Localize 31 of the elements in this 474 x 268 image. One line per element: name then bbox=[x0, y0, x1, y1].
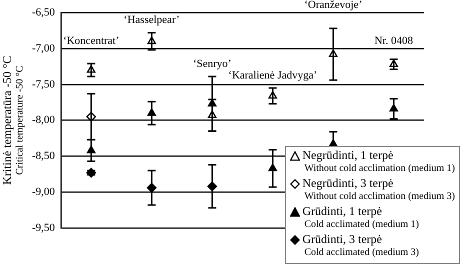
point bbox=[268, 91, 277, 99]
point bbox=[389, 59, 398, 68]
y-axis-title: Kritinė temperatūra -50 °C Critical temperature -50 °C bbox=[0, 56, 26, 185]
point bbox=[147, 108, 156, 116]
x-tick-label: ‘Karalienė Jadvyga’ bbox=[228, 69, 318, 82]
point bbox=[328, 49, 338, 57]
x-tick-label: Nr. 0408 bbox=[374, 34, 414, 47]
y-tick-label: -8,50 bbox=[32, 150, 56, 162]
point bbox=[268, 164, 277, 172]
x-tick-label: ‘Senryo’ bbox=[192, 58, 232, 70]
x-tick-label: ‘Koncentrat’ bbox=[63, 34, 120, 47]
point bbox=[146, 182, 157, 193]
legend-label: Negrūdinti, 3 terpė Without cold acclimation (medium 3) bbox=[302, 176, 455, 203]
y-tick-label: -9,50 bbox=[32, 222, 56, 234]
point bbox=[86, 146, 96, 154]
point bbox=[208, 110, 216, 118]
point bbox=[207, 182, 218, 192]
y-tick-label: -6,50 bbox=[32, 6, 56, 18]
point bbox=[86, 112, 96, 122]
legend-label: Grūdinti, 1 terpė Cold acclimated (medium 1) bbox=[302, 204, 420, 231]
legend-label: Negrūdinti, 1 terpė Without cold acclimation (medium 1) bbox=[302, 148, 455, 175]
point bbox=[86, 65, 96, 73]
x-tick-label: ‘Oranževoje’ bbox=[304, 0, 362, 11]
point bbox=[147, 36, 156, 44]
legend-label: Grūdinti, 3 terpė Cold acclimated (medium 3) bbox=[302, 232, 420, 259]
y-tick-label: -7,50 bbox=[32, 78, 56, 90]
x-tick-label: ‘Hasselpear’ bbox=[124, 14, 180, 26]
point bbox=[389, 104, 398, 112]
y-tick-label: -8,00 bbox=[32, 114, 56, 126]
y-tick-label: -9,00 bbox=[32, 186, 56, 198]
y-tick-label: -7,00 bbox=[32, 42, 56, 54]
